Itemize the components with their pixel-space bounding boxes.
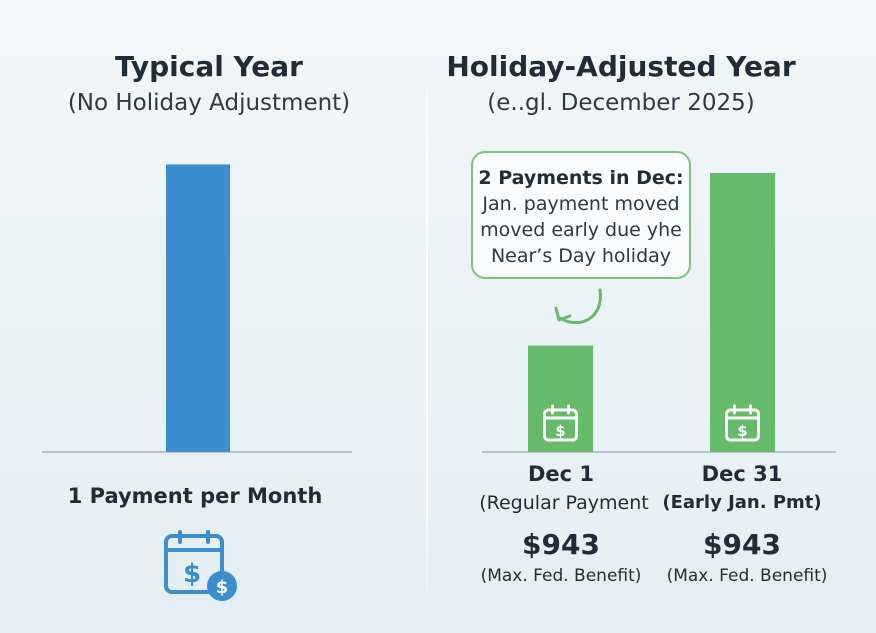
calendar-dollar-icon: $ <box>725 404 760 442</box>
note-dec-31: (Max. Fed. Benefit) <box>666 566 828 586</box>
calendar-dollar-icon: $ $ <box>164 530 237 601</box>
left-bar-chart <box>42 164 352 453</box>
svg-text:$: $ <box>555 422 565 440</box>
svg-text:$: $ <box>737 422 747 440</box>
callout-line: Near’s Day holiday <box>490 245 672 267</box>
svg-text:$: $ <box>183 559 201 589</box>
typical-year-title: Typical Year <box>115 50 303 83</box>
amount-dec-31: $943 <box>703 528 781 561</box>
bar <box>166 164 230 452</box>
svg-text:$: $ <box>216 577 229 598</box>
typical-year-panel: Typical Year (No Holiday Adjustment) 1 P… <box>0 0 418 633</box>
holiday-adjusted-subtitle: (e..gl. December 2025) <box>487 90 755 116</box>
amount-dec-1: $943 <box>522 528 600 561</box>
callout-heading: 2 Payments in Dec: <box>478 167 684 189</box>
callout-arrow <box>558 288 602 325</box>
callout-box: 2 Payments in Dec: Jan. payment moved mo… <box>471 151 691 279</box>
callout-line: Jan. payment moved <box>482 193 680 215</box>
bar-label-dec-31: Dec 31 <box>701 462 783 486</box>
callout-arrow-head <box>554 306 572 322</box>
bar-sub-dec-1: (Regular Payment <box>479 492 649 514</box>
right-bar-chart: $ $ <box>482 173 836 453</box>
bar <box>528 345 593 452</box>
left-footer-label: 1 Payment per Month <box>67 484 323 508</box>
holiday-adjusted-panel: Holiday-Adjusted Year (e..gl. December 2… <box>436 0 876 633</box>
panel-divider <box>426 40 428 610</box>
calendar-dollar-icon: $ <box>543 404 578 442</box>
holiday-adjusted-title: Holiday-Adjusted Year <box>446 50 796 83</box>
bar <box>710 173 775 452</box>
bar-sub-dec-31: (Early Jan. Pmt) <box>662 492 822 513</box>
bar-label-dec-1: Dec 1 <box>527 462 595 486</box>
callout-line: moved early due yhe <box>480 219 682 241</box>
typical-year-subtitle: (No Holiday Adjustment) <box>67 90 351 116</box>
note-dec-1: (Max. Fed. Benefit) <box>480 566 642 586</box>
